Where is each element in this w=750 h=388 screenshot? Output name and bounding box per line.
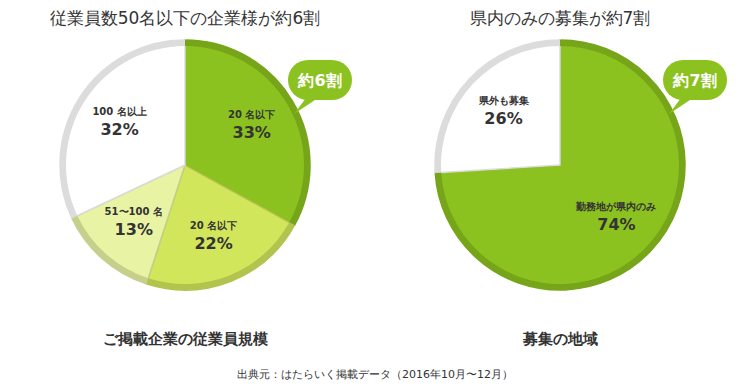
slices (435, 40, 685, 290)
callout-text: 約7割 (672, 71, 716, 90)
data-labels: 20 名以下 33% 20 名以下 22% 51〜100 名 13% 100 名以上 32% (92, 106, 275, 253)
chart-title: 従業員数50名以下の企業様が約6割 (50, 8, 320, 28)
source-note: 出典元：はたらいく掲載データ（2016年10月〜12月） (237, 368, 513, 381)
pie-slice (435, 40, 685, 290)
pie-slice-rim (435, 40, 685, 290)
slice-name: 100 名以上 (92, 106, 146, 117)
chart-canvas: 従業員数50名以下の企業様が約6割 20 名以下 33% 20 名以下 22% 51〜10… (0, 0, 750, 388)
slice-value: 33% (233, 123, 271, 142)
chart-subtitle: 募集の地域 (522, 330, 598, 348)
slice-name: 20 名以下 (190, 220, 237, 231)
slice-value: 74% (597, 215, 635, 234)
slice-value: 26% (484, 109, 522, 128)
pie-chart: 県内のみの募集が約7割勤務地が県内のみ 74% 県外も募集 26% 約7割募集の地域 (435, 8, 727, 348)
pie-chart: 従業員数50名以下の企業様が約6割 20 名以下 33% 20 名以下 22% 51〜10… (50, 8, 352, 348)
pie-slice-rim (146, 222, 294, 290)
slice-name: 20 名以下 (228, 109, 275, 120)
slice-value: 22% (194, 234, 232, 253)
slice-name: 51〜100 名 (105, 206, 163, 217)
pie-slice (435, 40, 560, 173)
callout-bubble (663, 60, 727, 100)
callout: 約6割 (288, 60, 352, 114)
callout-bubble (288, 60, 352, 100)
slice-value: 13% (115, 220, 153, 239)
data-labels: 勤務地が県内のみ 74% 県外も募集 26% (478, 95, 657, 234)
chart-subtitle: ご掲載企業の従業員規模 (103, 330, 269, 348)
slice-value: 32% (100, 120, 138, 139)
callout-text: 約6割 (297, 71, 341, 90)
chart-title: 県内のみの募集が約7割 (470, 8, 651, 28)
pie-slice (60, 40, 185, 218)
slice-name: 勤務地が県内のみ (575, 201, 656, 212)
callout-tail (669, 98, 693, 114)
callout-tail (294, 98, 318, 114)
pie-slice-rim (60, 40, 185, 218)
pie-slice-rim (435, 40, 560, 173)
slice-name: 県外も募集 (478, 95, 529, 106)
slices (60, 40, 310, 290)
pie-slice-rim (185, 40, 310, 225)
callout: 約7割 (663, 60, 727, 114)
